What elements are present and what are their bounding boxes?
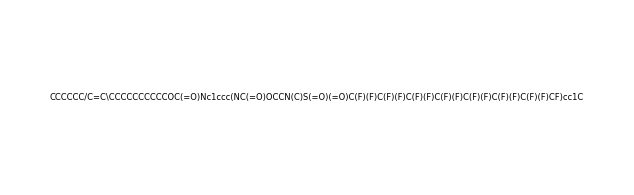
Text: CCCCCC/C=C\CCCCCCCCCCOC(=O)Nc1ccc(NC(=O)OCCN(C)S(=O)(=O)C(F)(F)C(F)(F)C(F)(F)C(F: CCCCCC/C=C\CCCCCCCCCCOC(=O)Nc1ccc(NC(=O)…: [50, 93, 584, 102]
